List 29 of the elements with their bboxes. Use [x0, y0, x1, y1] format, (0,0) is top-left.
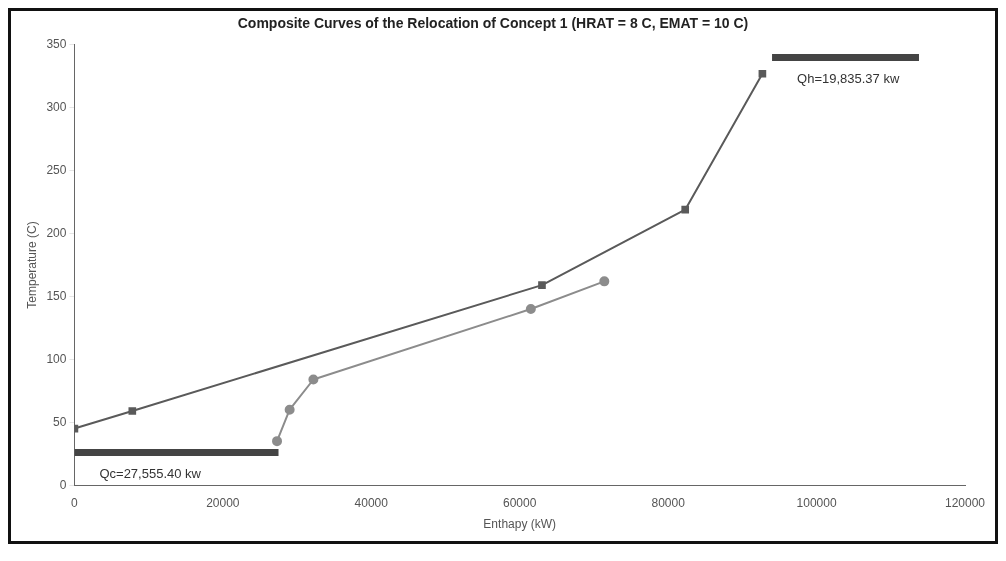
point	[599, 276, 610, 287]
point	[128, 407, 137, 415]
y-tick-label: 50	[53, 414, 67, 429]
chart-title: Composite Curves of the Relocation of Concept 1 (HRAT = 8 C, EMAT = 10 C)	[237, 15, 749, 32]
point	[525, 304, 536, 315]
x-tick-label: 40000	[354, 495, 389, 510]
y-tick-label: 350	[46, 37, 67, 52]
x-tick-label: 20000	[206, 495, 240, 510]
point	[272, 436, 283, 447]
y-tick-label: 200	[46, 225, 67, 240]
x-tick-label: 120000	[944, 495, 986, 510]
point	[284, 404, 295, 415]
annotation: Qc=27,555.40 kw	[99, 466, 202, 482]
point	[308, 374, 319, 385]
y-tick-label: 250	[46, 162, 67, 177]
x-tick-label: 0	[71, 495, 79, 510]
x-tick-label: 60000	[503, 495, 537, 510]
point	[681, 205, 690, 214]
y-tick-label: 100	[46, 351, 67, 366]
y-tick-label: 300	[46, 100, 67, 115]
y-axis-title: Temperature (C)	[24, 221, 39, 309]
y-tick-label: 0	[59, 477, 67, 492]
annotation: Qh=19,835.37 kw	[797, 70, 900, 86]
point	[758, 69, 767, 78]
x-tick-label: 100000	[796, 495, 837, 510]
x-axis-title: Enthapy (kW)	[483, 517, 557, 532]
y-tick-label: 150	[46, 288, 67, 303]
x-tick-label: 80000	[651, 495, 686, 510]
point	[538, 281, 546, 289]
